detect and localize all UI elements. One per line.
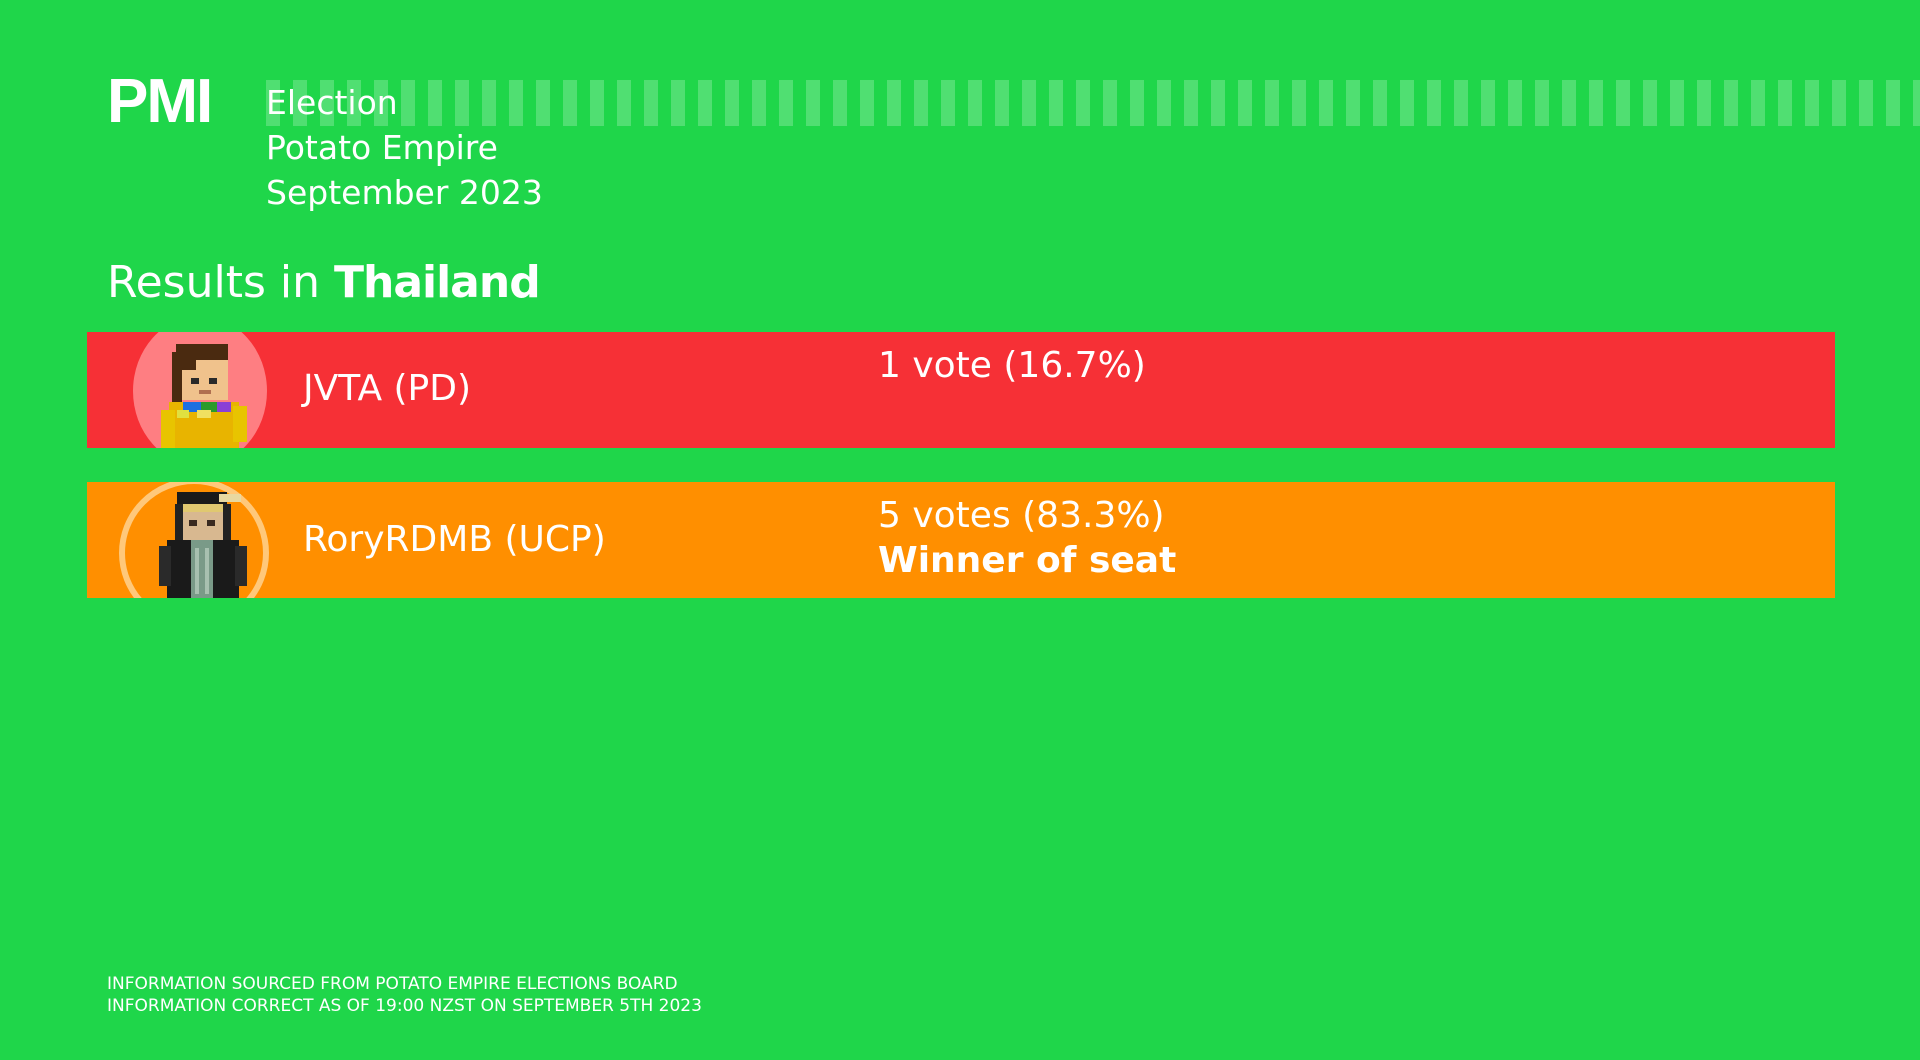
candidate-row-jvta: JVTA (PD) 1 vote (16.7%) xyxy=(87,332,1835,448)
footer-notes: INFORMATION SOURCED FROM POTATO EMPIRE E… xyxy=(107,973,702,1017)
header-line-date: September 2023 xyxy=(266,173,543,212)
avatar-icon xyxy=(159,492,247,598)
candidate-votes: 1 vote (16.7%) xyxy=(878,345,1146,386)
header-line-election: Election xyxy=(266,83,398,122)
results-title: Results in Thailand xyxy=(107,254,541,312)
candidate-votes: 5 votes (83.3%) xyxy=(878,495,1165,536)
header-line-empire: Potato Empire xyxy=(266,128,498,167)
candidate-name: RoryRDMB (UCP) xyxy=(303,519,606,560)
footer-source: INFORMATION SOURCED FROM POTATO EMPIRE E… xyxy=(107,974,678,994)
candidate-row-roryrdmb: RoryRDMB (UCP) 5 votes (83.3%) Winner of… xyxy=(87,482,1835,598)
avatar-ring xyxy=(119,482,269,598)
header-stripes xyxy=(266,80,1920,126)
winner-label: Winner of seat xyxy=(878,540,1177,581)
candidate-name: JVTA (PD) xyxy=(303,368,472,409)
pmi-logo: PMI xyxy=(107,67,213,136)
footer-timestamp: INFORMATION CORRECT AS OF 19:00 NZST ON … xyxy=(107,996,702,1016)
election-header: Election Potato Empire September 2023 xyxy=(266,80,543,215)
results-region: Thailand xyxy=(333,257,541,308)
results-prefix: Results in xyxy=(107,257,320,308)
avatar-icon xyxy=(161,344,247,448)
